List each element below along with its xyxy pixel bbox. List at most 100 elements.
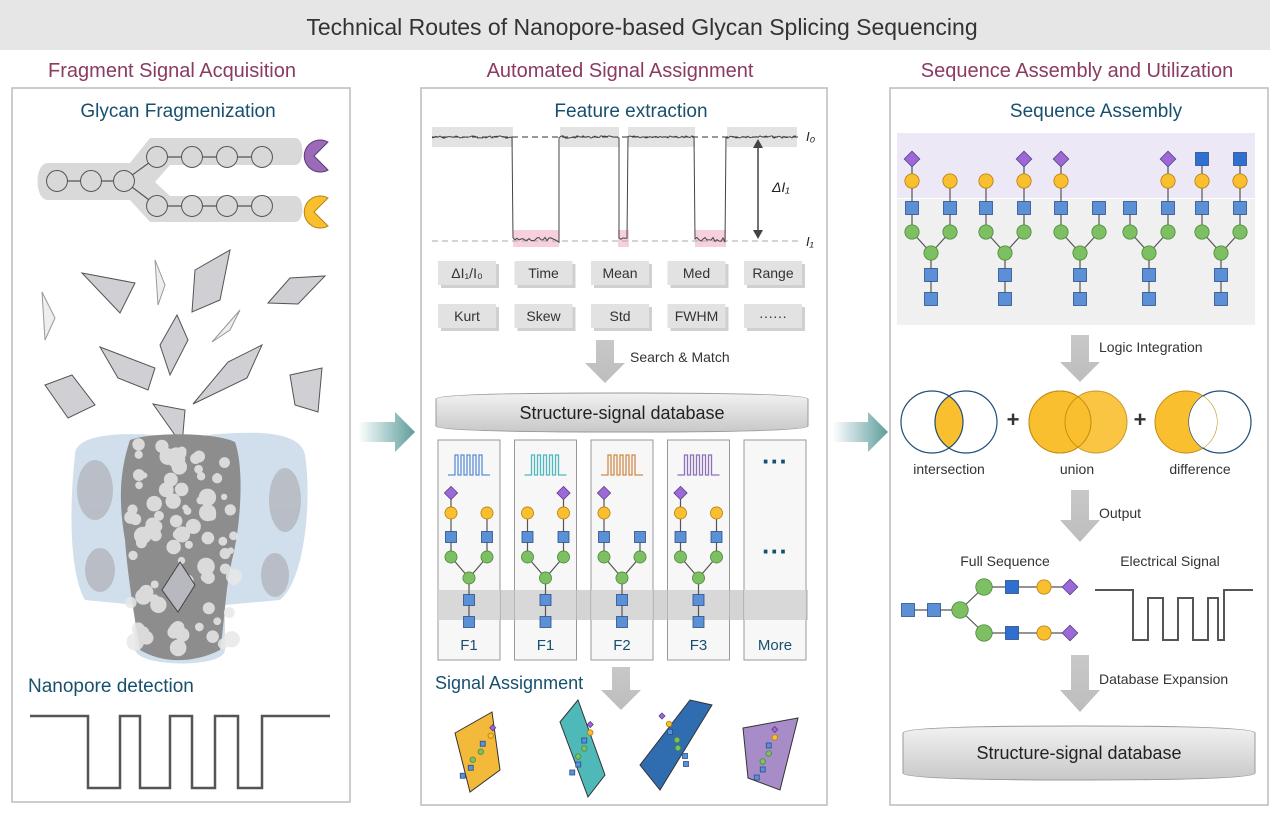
feature-label: ΔI₁/I₀ <box>451 265 483 281</box>
pore-texture-blob <box>198 504 217 522</box>
card-label: F1 <box>537 637 555 654</box>
expanded-database-label: Structure-signal database <box>976 743 1181 763</box>
assembly-glycan <box>1194 152 1248 306</box>
mannose-circle <box>1232 224 1248 240</box>
fragment-shape <box>266 275 327 305</box>
fragment-shape <box>454 711 501 793</box>
galactose-circle <box>978 173 994 189</box>
glcnac-square <box>1161 201 1175 215</box>
mannose-circle <box>765 750 772 757</box>
glcnac-square <box>1233 201 1247 215</box>
pore-texture-blob <box>128 550 138 561</box>
feature-list: ΔI₁/I₀ Time Mean Med Range Kurt Skew Std FWHM ···… <box>438 261 805 331</box>
venn-intersection <box>900 390 998 454</box>
glcnac-square <box>943 201 957 215</box>
glcnac-square <box>924 292 938 306</box>
full-sequence-label: Full Sequence <box>960 553 1050 569</box>
i0-label: I₀ <box>806 129 816 144</box>
venn-difference <box>1154 390 1252 454</box>
database-label: Structure-signal database <box>519 403 724 423</box>
feature-label: Kurt <box>454 308 480 324</box>
mannose-circle <box>673 736 681 744</box>
fragment-shape <box>192 343 264 405</box>
feature-label: Range <box>752 265 793 281</box>
feature-box-bg <box>744 304 802 328</box>
pore-texture-blob <box>172 529 182 540</box>
glcnac-square <box>463 594 475 606</box>
glcnac-square <box>674 531 687 543</box>
pore-texture-blob <box>230 577 238 586</box>
feature-box-bg <box>514 304 573 328</box>
feature-box: FWHM <box>667 304 729 331</box>
mannose-circle <box>942 224 958 240</box>
pore-texture-blob <box>229 531 238 541</box>
glcnac-square <box>481 531 493 543</box>
pore-texture-blob <box>220 493 228 501</box>
database-card: F2 <box>590 439 654 661</box>
pore-texture-blob <box>197 557 215 576</box>
mannose-circle <box>975 624 993 642</box>
mannose-circle <box>477 748 484 755</box>
mannose-circle <box>575 753 582 760</box>
pore-texture-blob <box>213 617 222 626</box>
sialic-diamond <box>443 485 459 501</box>
mannose-circle <box>462 571 476 585</box>
nanopore-signal-trace <box>30 714 330 790</box>
mannose-circle <box>978 224 994 240</box>
title-bar <box>0 0 1270 50</box>
sialic-diamond <box>556 485 571 501</box>
mannose-circle <box>469 756 476 763</box>
card-signal-trace <box>677 454 720 476</box>
pore-texture-blob <box>190 453 201 464</box>
glcnac-square <box>1054 201 1068 215</box>
pore-texture-blob <box>169 639 187 657</box>
database-card: F3 <box>667 439 730 661</box>
pore-texture-blob <box>150 580 159 589</box>
galactose-circle <box>597 506 611 520</box>
pore-texture-blob <box>140 631 154 645</box>
pore-texture-blob <box>150 520 157 528</box>
glcnac-square <box>1195 201 1209 215</box>
database-card: F1 <box>514 439 577 661</box>
database-expansion-label: Database Expansion <box>1099 671 1228 687</box>
fragment-shape <box>98 346 156 391</box>
glcnac-square <box>765 742 772 749</box>
pore-texture-blob <box>206 630 219 643</box>
glcnac-square <box>1123 201 1137 215</box>
electrical-signal-label: Electrical Signal <box>1120 553 1220 569</box>
glcnac-square <box>616 594 628 606</box>
glcnac-square <box>479 740 486 747</box>
pore-texture-blob <box>185 518 201 534</box>
pore-texture-blob <box>182 504 189 511</box>
galactose-circle <box>444 506 458 520</box>
page-title: Technical Routes of Nanopore-based Glyca… <box>306 14 977 40</box>
feature-label: FWHM <box>675 308 719 324</box>
pore-texture-blob <box>167 447 186 466</box>
assembly-glycans <box>903 150 1248 306</box>
residue-circle <box>216 195 238 217</box>
mannose-circle <box>1091 224 1107 240</box>
pore-texture-blob <box>224 504 236 516</box>
arrow-right-icon <box>833 412 888 452</box>
feature-box: ΔI₁/I₀ <box>438 261 499 288</box>
pore-texture-blob <box>201 531 215 545</box>
fragment-shape <box>289 367 323 413</box>
residue-circle <box>251 146 273 168</box>
glcnac-square <box>598 531 610 543</box>
mannose-circle <box>674 744 682 752</box>
glcnac-square <box>979 201 993 215</box>
pore-texture-blob <box>133 469 145 481</box>
pore-texture-blob <box>154 510 164 521</box>
galactose-circle <box>942 173 958 189</box>
residue-circle <box>146 146 168 168</box>
mannose-circle <box>710 550 723 564</box>
glcnac-square <box>998 268 1012 282</box>
glcnac-square <box>581 737 588 744</box>
card-label: F3 <box>690 637 708 654</box>
arrow-down-icon <box>1060 335 1100 382</box>
residue-circle <box>181 195 203 217</box>
sialic-diamond <box>1159 150 1177 168</box>
card-label: F1 <box>460 637 478 654</box>
mannose-circle <box>1213 245 1229 261</box>
feature-box: Skew <box>514 304 576 331</box>
